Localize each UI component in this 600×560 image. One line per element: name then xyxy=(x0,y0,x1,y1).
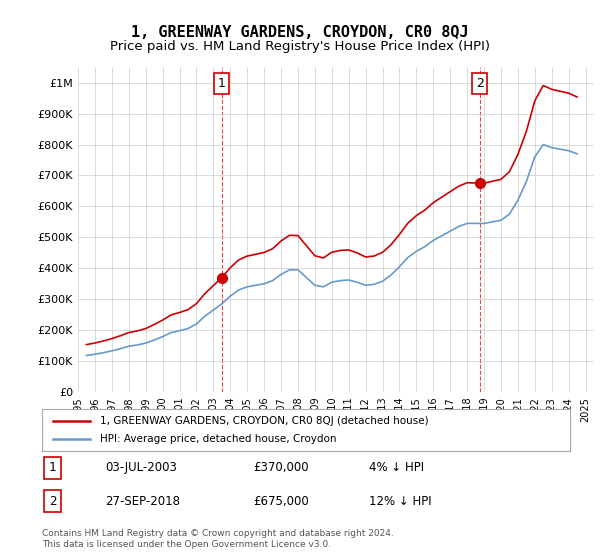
Text: £675,000: £675,000 xyxy=(253,494,309,508)
Text: 03-JUL-2003: 03-JUL-2003 xyxy=(106,461,177,474)
Text: 4% ↓ HPI: 4% ↓ HPI xyxy=(370,461,424,474)
Text: 2: 2 xyxy=(49,494,56,508)
Text: 2: 2 xyxy=(476,77,484,90)
Text: Price paid vs. HM Land Registry's House Price Index (HPI): Price paid vs. HM Land Registry's House … xyxy=(110,40,490,53)
Text: £370,000: £370,000 xyxy=(253,461,309,474)
Text: HPI: Average price, detached house, Croydon: HPI: Average price, detached house, Croy… xyxy=(100,434,337,444)
Text: Contains HM Land Registry data © Crown copyright and database right 2024.
This d: Contains HM Land Registry data © Crown c… xyxy=(42,529,394,549)
Text: 1: 1 xyxy=(218,77,226,90)
Text: 12% ↓ HPI: 12% ↓ HPI xyxy=(370,494,432,508)
Text: 1, GREENWAY GARDENS, CROYDON, CR0 8QJ (detached house): 1, GREENWAY GARDENS, CROYDON, CR0 8QJ (d… xyxy=(100,416,429,426)
Text: 1, GREENWAY GARDENS, CROYDON, CR0 8QJ: 1, GREENWAY GARDENS, CROYDON, CR0 8QJ xyxy=(131,25,469,40)
Text: 1: 1 xyxy=(49,461,56,474)
Text: 27-SEP-2018: 27-SEP-2018 xyxy=(106,494,181,508)
